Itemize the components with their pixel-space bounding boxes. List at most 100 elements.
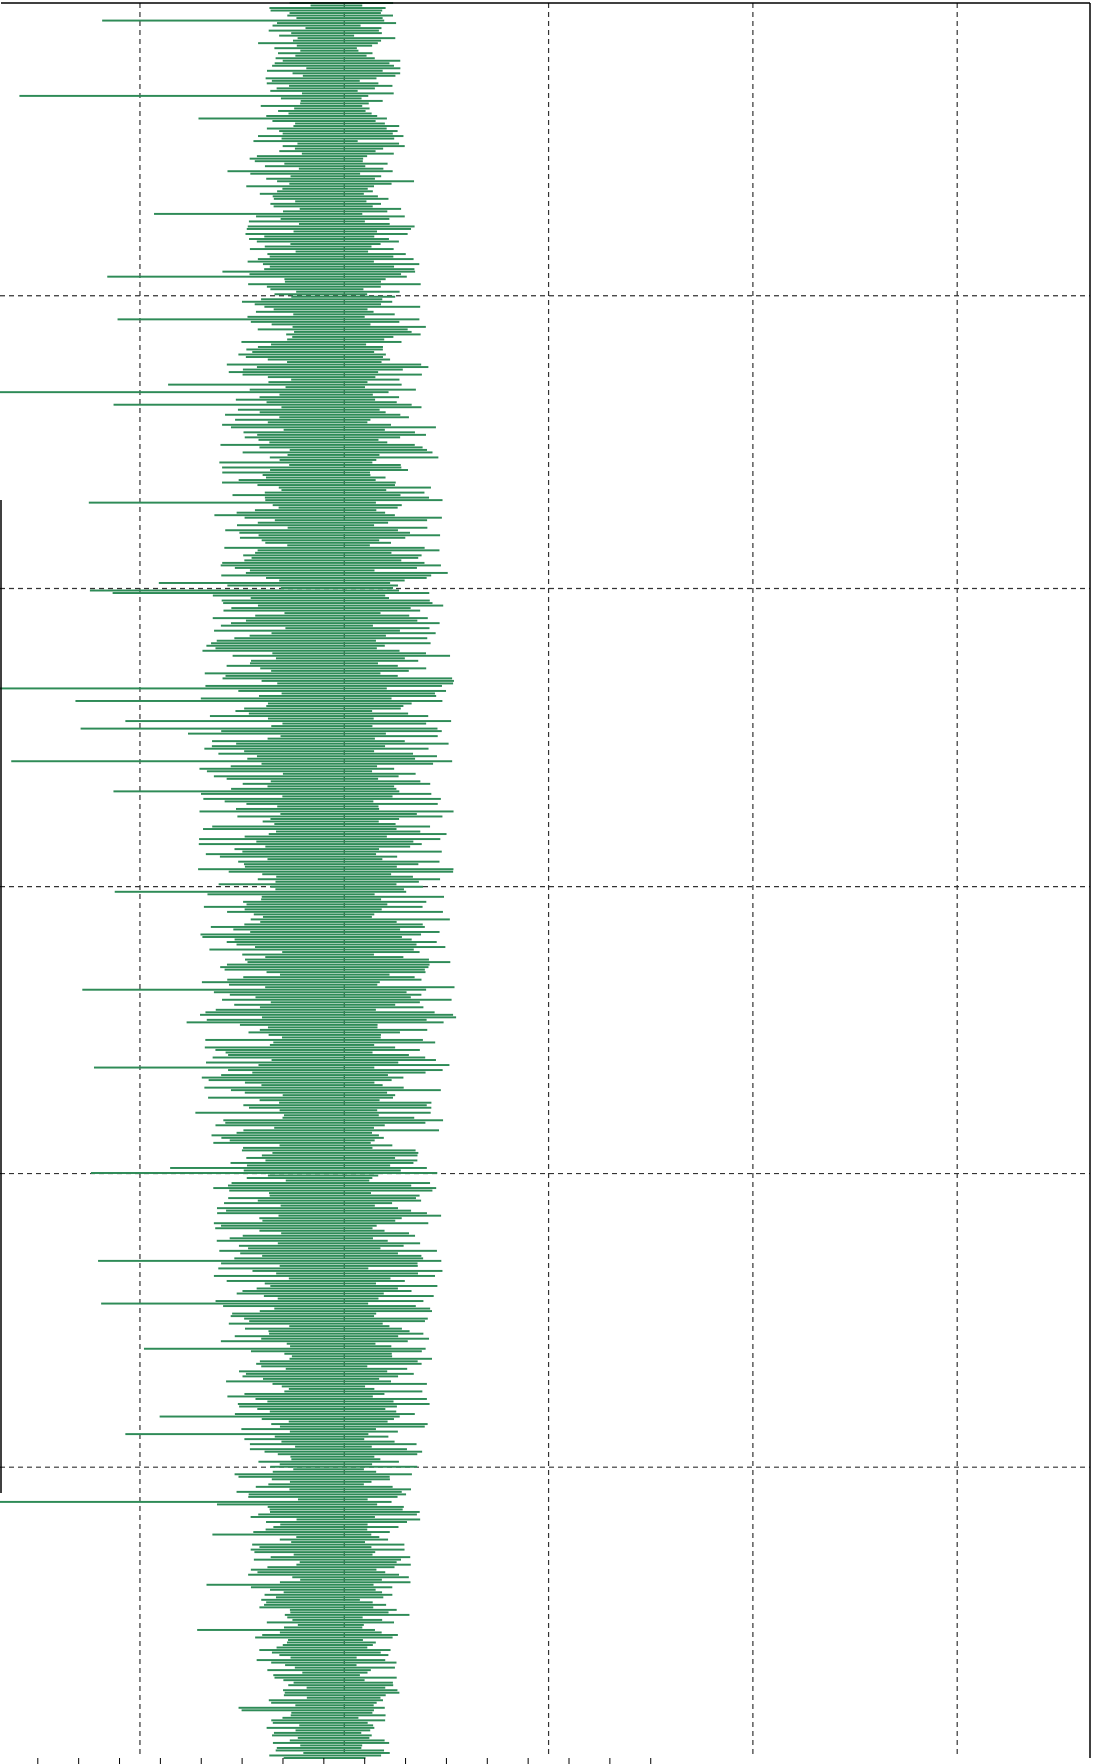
- bar: [216, 1239, 388, 1242]
- bar: [267, 737, 375, 740]
- bar: [277, 805, 379, 808]
- bar: [125, 720, 452, 723]
- bar: [279, 1144, 393, 1147]
- bar: [260, 667, 427, 670]
- bar: [249, 1320, 425, 1323]
- bar: [279, 579, 405, 582]
- bar: [203, 905, 423, 908]
- bar: [287, 544, 370, 547]
- bar: [289, 1739, 385, 1742]
- bars: [0, 2, 457, 1759]
- bar: [258, 694, 437, 697]
- bar: [186, 1021, 444, 1024]
- bar: [284, 1390, 423, 1393]
- bar: [19, 94, 369, 97]
- bar: [251, 556, 419, 559]
- bar: [262, 1254, 422, 1257]
- bar: [204, 1086, 404, 1089]
- bar: [266, 115, 378, 117]
- bar: [202, 936, 402, 938]
- bar: [273, 1731, 362, 1734]
- bar: [237, 815, 443, 818]
- bar: [225, 674, 398, 677]
- bar: [299, 1561, 397, 1564]
- bar: [291, 1711, 373, 1714]
- bar: [272, 504, 402, 507]
- bar: [272, 120, 376, 122]
- bar: [259, 1217, 402, 1220]
- bar: [260, 920, 397, 923]
- bar: [222, 471, 370, 474]
- bar: [269, 1043, 375, 1046]
- bar: [298, 167, 384, 170]
- bar: [274, 519, 428, 522]
- bar: [270, 9, 383, 12]
- bar: [287, 526, 428, 529]
- bar: [287, 453, 380, 456]
- bar: [266, 576, 427, 579]
- bar: [271, 669, 409, 672]
- bar: [216, 639, 376, 642]
- bar: [232, 1312, 377, 1315]
- bar: [211, 745, 386, 748]
- bar: [244, 1091, 388, 1094]
- bar: [282, 1644, 373, 1646]
- bar: [258, 42, 378, 45]
- bar: [259, 1546, 372, 1549]
- bar: [237, 1403, 430, 1405]
- bar: [271, 1423, 428, 1426]
- bar: [216, 1503, 378, 1506]
- bar: [212, 617, 428, 620]
- bar: [212, 1533, 372, 1536]
- bar: [275, 1749, 385, 1752]
- bar: [206, 1583, 374, 1586]
- bar: [261, 1016, 457, 1019]
- bar: [236, 1490, 402, 1493]
- bar: [225, 529, 398, 532]
- bar: [269, 456, 439, 459]
- bar: [204, 672, 381, 675]
- bar: [279, 130, 398, 133]
- bar: [271, 725, 373, 728]
- bar: [246, 227, 412, 230]
- bar: [222, 481, 396, 484]
- bar: [274, 47, 357, 50]
- bar: [260, 104, 363, 107]
- bar: [283, 210, 388, 213]
- bar: [277, 22, 397, 25]
- bar: [235, 418, 371, 421]
- bar: [259, 1006, 424, 1009]
- bar: [241, 340, 402, 343]
- bar: [271, 1651, 381, 1654]
- bar: [253, 140, 358, 143]
- bar: [264, 245, 372, 248]
- bar: [259, 1099, 380, 1102]
- bar: [206, 644, 385, 647]
- bar: [288, 1387, 375, 1390]
- bar: [250, 1586, 393, 1589]
- bar: [261, 1418, 394, 1421]
- bar: [278, 109, 366, 112]
- bar: [305, 27, 382, 30]
- bar: [236, 511, 386, 514]
- bar: [277, 1453, 418, 1456]
- bar: [209, 948, 414, 951]
- bar: [258, 1064, 450, 1067]
- bar: [247, 315, 365, 318]
- bar: [261, 762, 434, 765]
- bar: [290, 243, 381, 246]
- bar: [280, 1204, 375, 1207]
- bar: [273, 1674, 360, 1677]
- bar: [257, 521, 389, 524]
- bar: [222, 998, 452, 1001]
- bar: [255, 946, 446, 949]
- bar: [269, 1508, 403, 1511]
- bar: [11, 760, 453, 763]
- bar: [255, 310, 374, 313]
- bar: [285, 1179, 370, 1182]
- bar: [213, 1187, 437, 1190]
- x-ticks: [37, 1758, 652, 1764]
- bar: [288, 1420, 388, 1423]
- bar: [236, 1131, 372, 1134]
- bar: [261, 1365, 368, 1368]
